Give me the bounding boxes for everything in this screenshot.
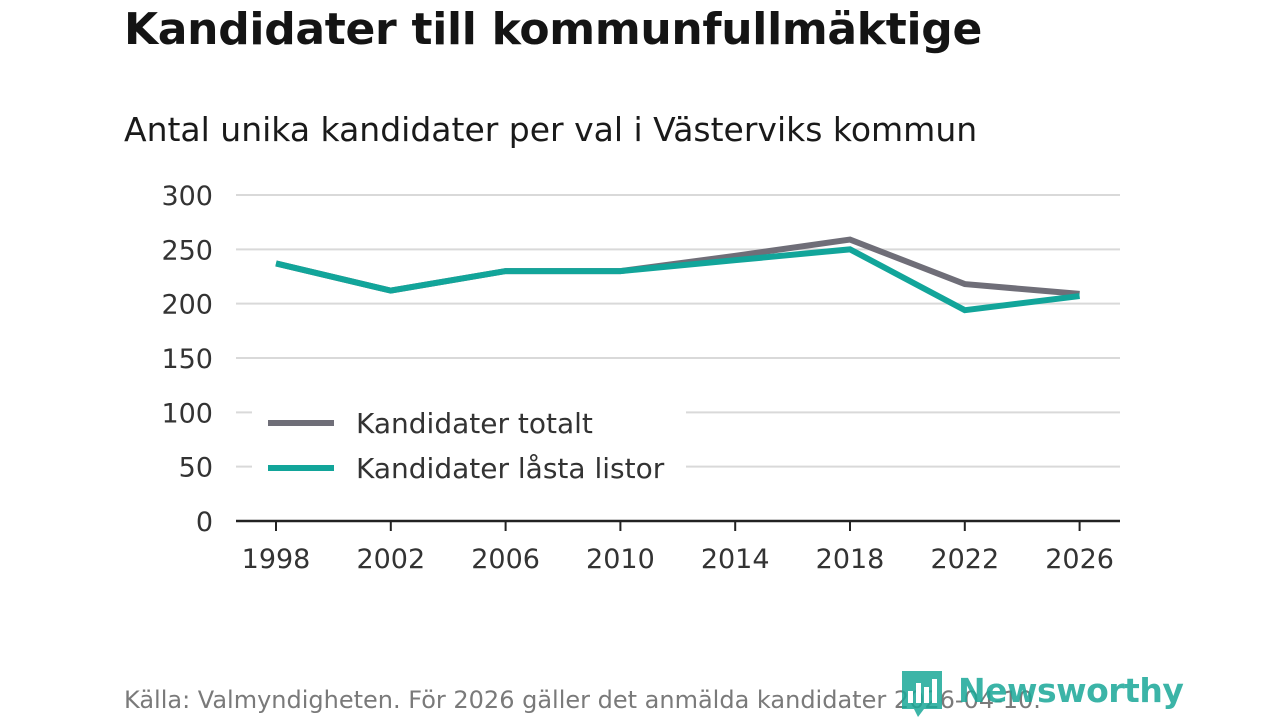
- y-tick-label: 200: [161, 290, 213, 321]
- legend-label: Kandidater låsta listor: [356, 452, 665, 485]
- x-tick-label: 2018: [816, 544, 885, 575]
- x-tick-label: 2026: [1045, 544, 1114, 575]
- brand-name: Newsworthy: [958, 671, 1184, 710]
- x-tick-label: 2002: [356, 544, 425, 575]
- bar-chart-icon: [902, 671, 942, 717]
- x-tick-label: 2010: [586, 544, 655, 575]
- y-tick-label: 50: [179, 453, 213, 484]
- y-tick-label: 250: [161, 235, 213, 266]
- x-tick-label: 2014: [701, 544, 770, 575]
- chart-subtitle: Antal unika kandidater per val i Västerv…: [124, 110, 978, 149]
- y-tick-label: 100: [161, 398, 213, 429]
- source-note: Källa: Valmyndigheten. För 2026 gäller d…: [124, 686, 1041, 714]
- x-tick-label: 2006: [471, 544, 540, 575]
- series-line-lasta-listor: [275, 246, 1080, 314]
- chart-title: Kandidater till kommunfullmäktige: [124, 4, 983, 55]
- y-tick-label: 0: [196, 507, 213, 538]
- x-tick-label: 1998: [242, 544, 311, 575]
- y-tick-label: 150: [161, 344, 213, 375]
- x-tick-label: 2022: [930, 544, 999, 575]
- y-tick-label: 300: [161, 181, 213, 212]
- legend-label: Kandidater totalt: [356, 407, 593, 440]
- legend-background: [252, 400, 686, 496]
